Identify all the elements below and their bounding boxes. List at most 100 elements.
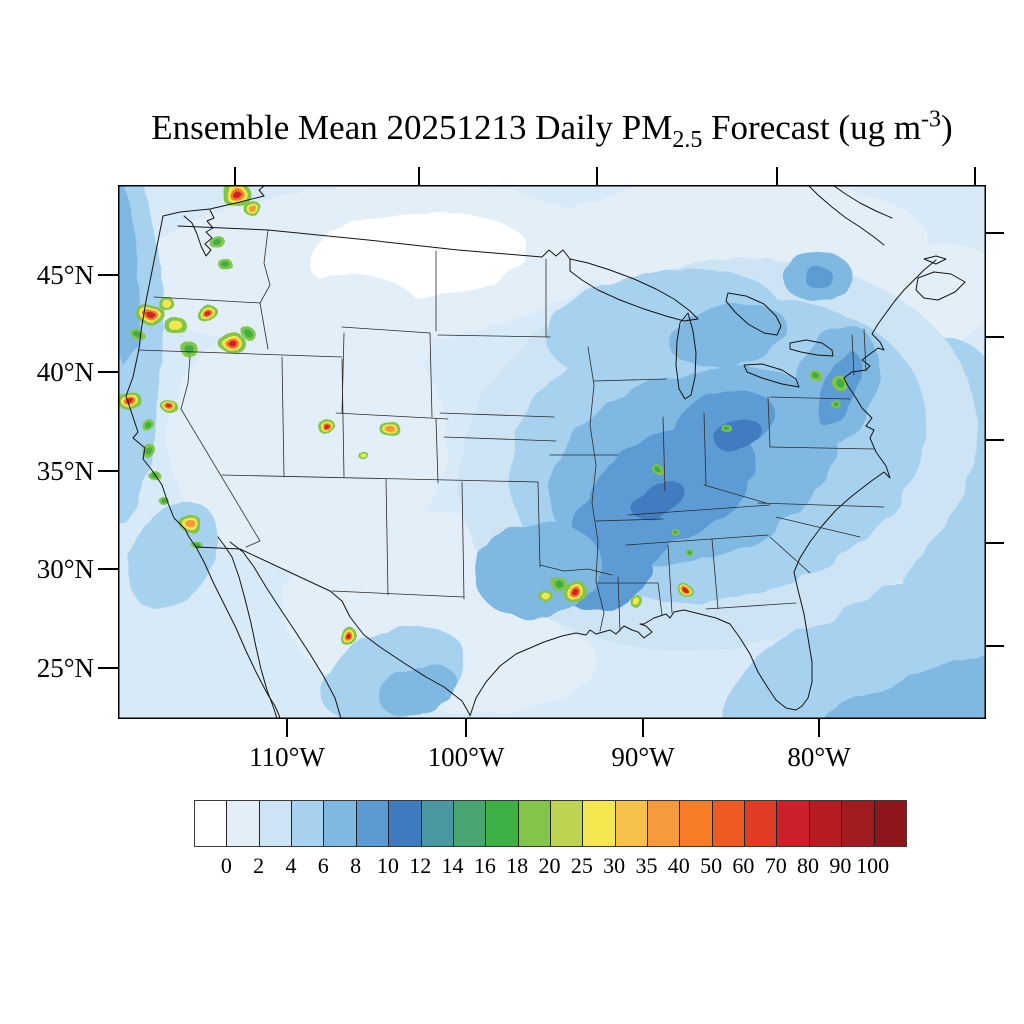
lat-tick-label: 35°N [36,456,94,486]
colorbar-cell [259,801,293,846]
colorbar-tick-label: 25 [570,853,593,878]
colorbar-cell [615,801,649,846]
map-frame-border [118,185,986,719]
colorbar-tick-label: 40 [667,853,690,878]
hotspot-red [202,309,210,315]
colorbar-labels: 0 2 4 6 8 10 12 14 16 18 20 25 30 35 40 50 60 70 80 90 100 [194,853,905,883]
st-lawrence-north-shore [831,185,893,219]
colorbar-cell [583,801,616,846]
colorbar-tick-label: 12 [409,853,432,878]
lat-tick-label: 25°N [36,653,94,683]
us-mexico-border [195,546,471,716]
colorbar-tick-label: 80 [797,853,820,878]
title-subscript: 2.5 [672,127,703,153]
shade-region [818,352,862,428]
colorbar-cell [292,801,325,846]
colorbar-cell [389,801,422,846]
hotspot-yellow [541,592,551,600]
hotspot-green [161,498,167,504]
colorbar-cell [809,801,843,846]
lat-tick [98,667,118,669]
hotspot-yellow [168,319,182,331]
right-tick [986,645,1004,647]
colorbar-cell [227,801,260,846]
colorbar-cell [874,801,906,846]
lon-tick-label: 110°W [249,742,325,772]
puget-sound-outline [183,209,215,257]
colorbar-tick-label: 14 [441,853,464,878]
top-tick [776,167,778,185]
title-suffix: ) [941,108,953,147]
lat-tick [98,568,118,570]
colorbar-tick-label: 8 [350,853,362,878]
shade-region [273,275,433,395]
colorbar-tick-label: 4 [285,853,297,878]
colorbar-cell [421,801,454,846]
colorbar-cell [777,801,810,846]
colorbar-cell [356,801,390,846]
shade-region [118,345,159,525]
lat-tick-label: 30°N [36,554,94,584]
lon-tick-label: 80°W [787,742,851,772]
shade-region [803,267,833,287]
title-superscript: -3 [921,106,942,133]
hotspot-green [814,375,822,381]
colorbar-tick-label: 60 [732,853,755,878]
lon-tick [286,719,288,737]
figure-title: Ensemble Mean 20251213 Daily PM2.5 Forec… [118,106,986,152]
shade-region [379,665,457,715]
st-lawrence-south-shore [807,185,885,246]
hotspot-green [244,329,252,337]
hotspot-green [143,446,153,454]
lake-erie [743,363,800,388]
hotspot-orange [246,203,256,211]
shade-region [819,671,986,719]
hotspot-yellow [360,452,366,458]
hotspot-red [230,189,240,197]
colorbar-tick-label: 18 [506,853,529,878]
colorbar-tick-label: 2 [253,853,265,878]
colorbar-cell [550,801,584,846]
colorbar-tick-label: 0 [220,853,232,878]
lake-ontario [789,339,834,357]
hotspot-green [144,421,152,429]
top-tick [974,167,976,185]
hotspot-cells [118,185,848,646]
lon-tick-label: 100°W [427,742,505,772]
lat-tick-label: 45°N [36,260,94,290]
hotspot-red [682,588,688,592]
title-mid: Forecast (ug m [702,108,922,147]
colorbar-cell [195,801,228,846]
lon-tick [642,719,644,737]
colorbar-cell [518,801,551,846]
hotspot-yellow [634,600,644,608]
lon-tick [818,719,820,737]
hotspot-red [227,338,235,346]
hotspot-orange [384,424,394,432]
hotspot-yellow [160,298,170,306]
hotspot-green [832,400,838,406]
hotspot-green [687,551,693,555]
hotspot-green [213,239,223,247]
shade-region [118,185,142,375]
colorbar-cell [486,801,519,846]
coast-and-state-borders [125,185,966,719]
right-tick [986,232,1004,234]
hotspot-green [675,533,681,537]
colorbar-cell [680,801,713,846]
colorbar-tick-label: 70 [764,853,787,878]
hotspot-orange [185,518,195,528]
colorbar-tick-label: 50 [700,853,723,878]
colorbar-tick-label: 16 [473,853,496,878]
top-tick [418,167,420,185]
lat-tick-label: 40°N [36,357,94,387]
colorbar-tick-label: 10 [376,853,399,878]
lat-tick [98,371,118,373]
us-canada-border [177,225,571,260]
colorbar-tick-label: 35 [635,853,658,878]
colorbar-tick-label: 20 [538,853,561,878]
nova-scotia-outline [915,271,966,301]
baja-gulf-coastline [217,536,278,719]
colorbar-tick-label: 90 [829,853,852,878]
